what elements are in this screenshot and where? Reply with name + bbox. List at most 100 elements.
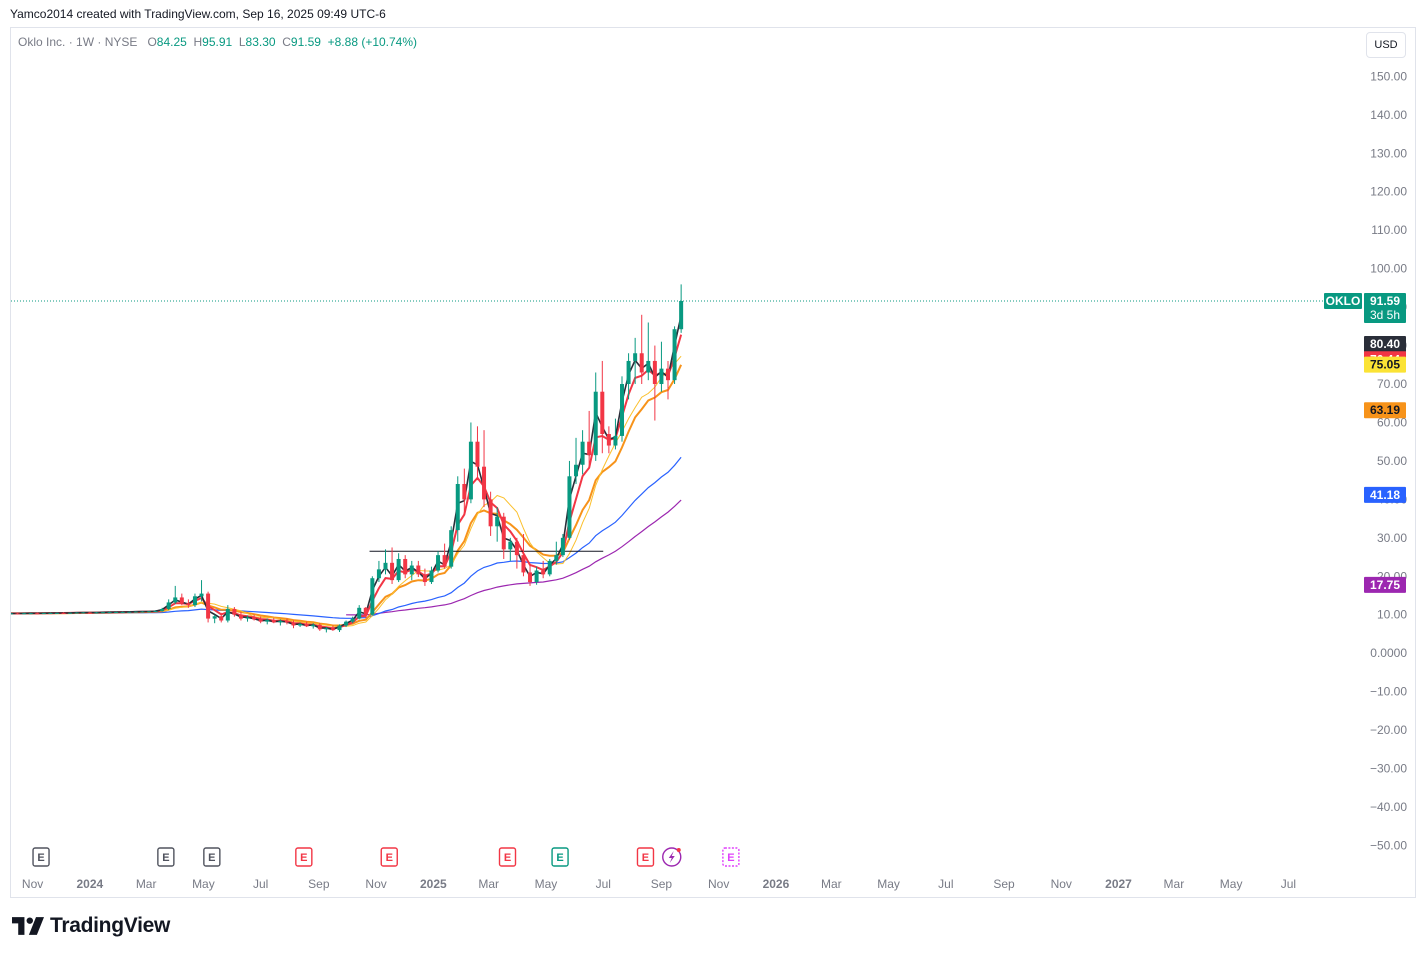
candle: [258, 616, 263, 624]
currency-button[interactable]: USD: [1366, 32, 1406, 58]
price-tick-label: −20.00: [1370, 723, 1407, 737]
candle-body: [304, 623, 309, 627]
candle: [160, 607, 165, 612]
candle: [87, 612, 92, 614]
lightning-icon[interactable]: [662, 847, 682, 867]
candle: [81, 612, 86, 614]
candle: [521, 533, 526, 577]
candle-body: [41, 613, 46, 615]
candle: [508, 537, 513, 561]
candle-body: [521, 555, 526, 573]
time-tick-label: Jul: [253, 877, 268, 891]
candle-body: [61, 612, 66, 614]
price-tick-label: −30.00: [1370, 762, 1407, 776]
indicator-tag-label: 80.40: [1370, 337, 1400, 351]
candle-body: [652, 360, 657, 385]
svg-text:E: E: [642, 852, 649, 864]
candle-body: [199, 593, 204, 597]
candle: [613, 418, 618, 450]
candle: [245, 615, 250, 622]
legend-interval[interactable]: 1W: [76, 35, 95, 49]
candle-body: [679, 300, 684, 330]
earnings-icon[interactable]: E: [551, 847, 569, 867]
candle-body: [436, 555, 441, 571]
candle-body: [633, 353, 638, 361]
candle: [620, 376, 625, 442]
candle-body: [278, 620, 283, 623]
indicator-tag-label: 75.05: [1370, 358, 1400, 372]
earnings-icon[interactable]: E: [32, 847, 50, 867]
candle-body: [344, 621, 349, 626]
candle-body: [245, 617, 250, 619]
tradingview-logo-icon: [12, 917, 44, 935]
earnings-icon[interactable]: E: [636, 847, 655, 867]
candle-body: [74, 612, 79, 614]
candle-body: [482, 466, 487, 500]
candle-body: [271, 620, 276, 623]
tradingview-brand[interactable]: TradingView: [12, 914, 170, 938]
candle: [278, 619, 283, 626]
candle: [127, 611, 132, 613]
earnings-icon[interactable]: E: [498, 847, 517, 867]
symbol-legend[interactable]: Oklo Inc. · 1W · NYSE O84.25 H95.91 L83.…: [18, 35, 418, 49]
time-tick-label: Nov: [365, 877, 386, 891]
last-price-tag: [1364, 292, 1406, 323]
earnings-icon[interactable]: E: [380, 847, 398, 867]
candle: [409, 560, 414, 581]
candle-body: [107, 612, 112, 614]
candle-body: [422, 574, 427, 583]
time-tick-label: Jul: [1281, 877, 1296, 891]
time-axis[interactable]: Nov 2024 Mar May Jul Sep Nov 2025 Mar May Jul Sep No…: [22, 877, 1296, 891]
candle: [482, 430, 487, 508]
candle: [422, 568, 427, 586]
candle-body: [94, 612, 99, 614]
time-tick-label: May: [1220, 877, 1243, 891]
candle: [133, 611, 138, 613]
price-tick-label: 30.00: [1377, 531, 1407, 545]
candle: [350, 616, 355, 624]
svg-text:E: E: [162, 852, 169, 864]
indicator-value-tag: 63.19: [1364, 402, 1406, 419]
candle: [179, 593, 184, 606]
candle-body: [495, 516, 500, 527]
candle: [41, 612, 46, 615]
upcoming-earnings-icon[interactable]: E: [722, 847, 740, 867]
time-tick-label: Jul: [596, 877, 611, 891]
legend-open: 84.25: [156, 35, 187, 49]
price-tick-label: 0.0000: [1370, 646, 1407, 660]
symbol-tag: [1324, 292, 1362, 309]
svg-text:E: E: [386, 852, 393, 864]
candle: [304, 621, 309, 628]
candle-body: [547, 560, 552, 575]
candle: [219, 612, 224, 623]
svg-text:E: E: [208, 852, 215, 864]
candle-body: [225, 608, 230, 621]
candle-body: [140, 611, 145, 613]
last-price-value: 91.59: [1370, 294, 1400, 308]
plot-area[interactable]: [9, 284, 1363, 633]
candle-body: [541, 570, 546, 575]
candle: [212, 614, 217, 624]
candle-body: [337, 625, 342, 631]
candle-body: [179, 597, 184, 604]
price-tick-label: 130.00: [1370, 146, 1407, 160]
candle-body: [68, 612, 73, 614]
candle-body: [284, 620, 289, 623]
candle: [449, 526, 454, 569]
earnings-icon[interactable]: E: [203, 847, 221, 867]
legend-symbol[interactable]: Oklo Inc.: [18, 35, 66, 49]
earnings-icon[interactable]: E: [157, 847, 175, 867]
candle: [48, 612, 53, 615]
earnings-icon[interactable]: E: [295, 847, 313, 867]
candle: [61, 612, 66, 614]
candle-body: [232, 608, 237, 615]
price-axis[interactable]: 150.00140.00130.00120.00110.00100.0090.0…: [1370, 69, 1407, 852]
legend-low-label: L: [238, 35, 246, 49]
candle: [120, 611, 125, 613]
candle-body: [311, 624, 316, 627]
price-tick-label: −10.00: [1370, 685, 1407, 699]
candle: [468, 422, 473, 504]
